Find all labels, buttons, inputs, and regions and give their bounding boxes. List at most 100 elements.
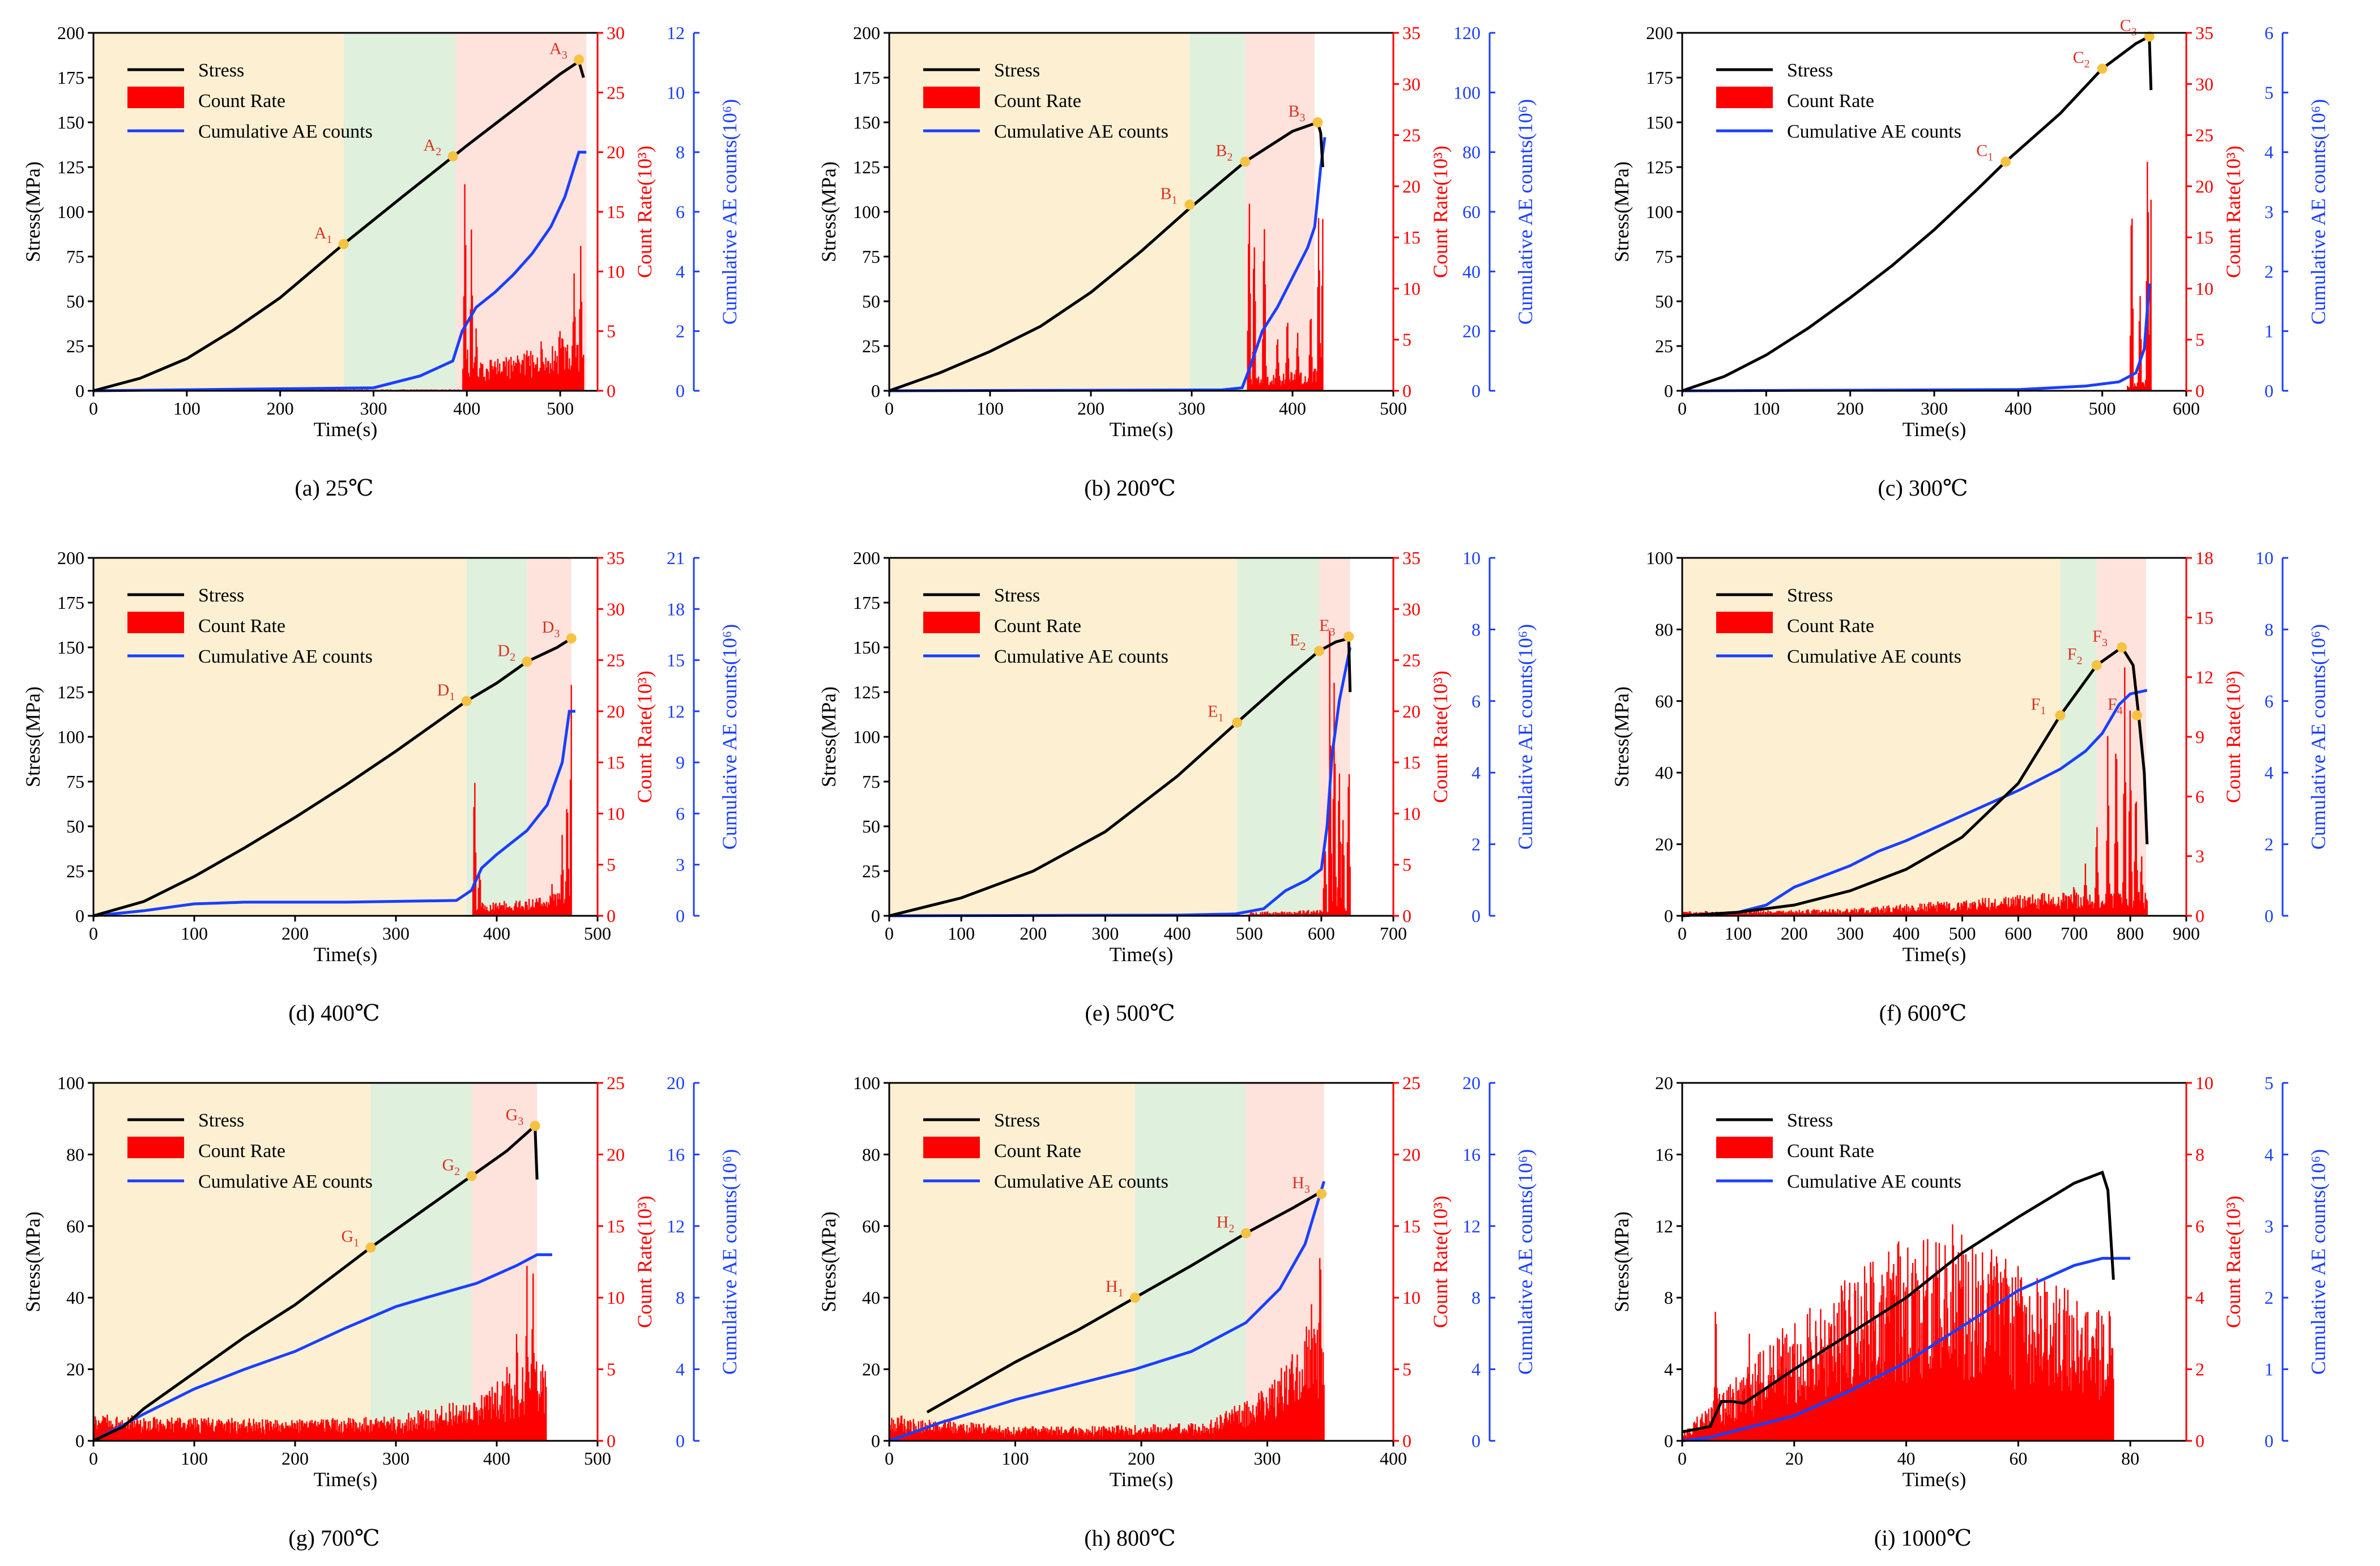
stage-zone-2 (1237, 558, 1320, 916)
y-axis-label: Stress(MPa) (817, 161, 840, 262)
x-tick-label: 300 (382, 923, 410, 944)
y2-tick-label: 20 (1402, 1144, 1421, 1164)
y2-tick-label: 15 (607, 202, 625, 222)
stage-point-label: B3 (1289, 102, 1306, 124)
y-tick-label: 12 (1655, 1216, 1673, 1236)
x-tick-label: 80 (2121, 1448, 2139, 1469)
legend-count-rate-swatch (127, 1137, 184, 1158)
y2-tick-label: 35 (607, 548, 625, 568)
y-axis-label: Stress(MPa) (817, 1211, 840, 1312)
y3-tick-label: 21 (667, 548, 685, 568)
y2-tick-label: 10 (607, 261, 625, 281)
y-tick-label: 125 (853, 682, 880, 702)
panel-caption: (c) 300℃ (1878, 475, 1968, 501)
y-tick-label: 0 (871, 1431, 880, 1451)
legend-cumulative-label: Cumulative AE counts (198, 1171, 373, 1192)
y2-tick-label: 30 (2195, 74, 2213, 94)
x-axis-label: Time(s) (1110, 1468, 1174, 1491)
y2-tick-label: 15 (2195, 227, 2213, 248)
y2-tick-label: 0 (607, 381, 616, 401)
axes: 0 100 200 300 400 500025507510012515017520005… (57, 23, 700, 419)
stage-point-label: A3 (549, 39, 568, 61)
y-tick-label: 200 (853, 23, 880, 43)
legend-count-rate-swatch (923, 87, 980, 108)
x-tick-label: 300 (1091, 923, 1119, 944)
y2-tick-label: 25 (607, 1073, 625, 1093)
x-tick-label: 300 (1254, 1448, 1281, 1469)
stage-point-label: B1 (1160, 184, 1177, 206)
y-tick-label: 60 (862, 1216, 880, 1236)
y2-tick-label: 20 (607, 701, 625, 722)
stage-zone-2 (1189, 33, 1246, 391)
y-tick-label: 125 (853, 157, 880, 177)
y-tick-label: 8 (1664, 1287, 1673, 1308)
stage-point-marker (1343, 631, 1354, 642)
y-tick-label: 200 (1646, 23, 1673, 43)
cumulative-ae-line (889, 1181, 1325, 1443)
legend: Stress Count Rate Cumulative AE counts (1716, 60, 1961, 142)
y2-axis-label: Count Rate(10³) (2222, 146, 2245, 278)
y-tick-label: 100 (1646, 202, 1673, 222)
count-rate-bars (1681, 1224, 2114, 1441)
y2-axis-label: Count Rate(10³) (1429, 1196, 1452, 1328)
y3-tick-label: 1 (2264, 1359, 2274, 1380)
y-tick-label: 125 (57, 682, 84, 702)
x-tick-label: 100 (181, 923, 208, 944)
x-tick-label: 0 (1678, 923, 1687, 944)
y3-axis-label: Cumulative AE counts(10⁶) (718, 624, 741, 850)
y2-tick-label: 20 (2195, 176, 2213, 197)
x-tick-label: 100 (1752, 398, 1780, 419)
stage-zone-3 (527, 558, 571, 916)
x-tick-label: 300 (382, 1448, 410, 1469)
legend-count-rate-label: Count Rate (198, 616, 285, 637)
count-rate-series (1681, 1224, 2114, 1441)
y-axis-label: Stress(MPa) (22, 161, 44, 262)
y-tick-label: 0 (1664, 906, 1673, 926)
x-tick-label: 100 (181, 1448, 208, 1469)
y3-tick-label: 6 (676, 803, 685, 823)
y-tick-label: 80 (1655, 619, 1673, 639)
legend: Stress Count Rate Cumulative AE counts (923, 60, 1168, 142)
y-tick-label: 50 (862, 291, 880, 312)
x-tick-label: 500 (584, 923, 611, 944)
legend: Stress Count Rate Cumulative AE counts (1716, 1110, 1961, 1192)
y2-tick-label: 5 (1402, 330, 1411, 350)
stage-point-marker (2131, 710, 2142, 721)
y2-axis-label: Count Rate(10³) (633, 146, 656, 278)
legend-stress-label: Stress (198, 1110, 244, 1131)
y2-tick-label: 10 (2195, 278, 2213, 298)
legend-cumulative-label: Cumulative AE counts (994, 121, 1168, 142)
stage-point-label: A2 (424, 136, 442, 158)
legend-count-rate-swatch (1716, 87, 1773, 108)
y-tick-label: 125 (1646, 157, 1673, 177)
y-tick-label: 150 (853, 112, 880, 133)
legend-cumulative-label: Cumulative AE counts (994, 1171, 1168, 1192)
y2-tick-label: 6 (2195, 1216, 2204, 1236)
legend: Stress Count Rate Cumulative AE counts (127, 585, 373, 667)
x-tick-label: 100 (948, 923, 975, 944)
y2-tick-label: 6 (2195, 786, 2204, 807)
y3-tick-label: 120 (1453, 23, 1481, 43)
y2-tick-label: 0 (607, 906, 616, 926)
y2-tick-label: 10 (1402, 1287, 1421, 1308)
x-tick-label: 400 (2004, 398, 2032, 419)
legend-stress-label: Stress (994, 1110, 1040, 1131)
x-axis-label: Time(s) (1110, 418, 1174, 441)
stress-line (1682, 645, 2149, 918)
y2-tick-label: 8 (2195, 1144, 2204, 1164)
x-tick-label: 500 (1236, 923, 1263, 944)
cumulative-ae-line (889, 136, 1327, 392)
axes: 0 100 200 300 400 500020406080100051015202504… (57, 1073, 700, 1469)
y2-axis-label: Count Rate(10³) (633, 1196, 656, 1328)
legend: Stress Count Rate Cumulative AE counts (923, 585, 1168, 667)
y-tick-label: 75 (862, 246, 880, 267)
y-tick-label: 0 (871, 906, 880, 926)
y2-tick-label: 0 (2195, 381, 2204, 401)
stage-point-marker (338, 238, 349, 249)
x-tick-label: 500 (1380, 398, 1407, 419)
y3-tick-label: 80 (1462, 142, 1481, 163)
y2-tick-label: 25 (1402, 1073, 1421, 1093)
stage-point-label: A1 (314, 224, 332, 246)
